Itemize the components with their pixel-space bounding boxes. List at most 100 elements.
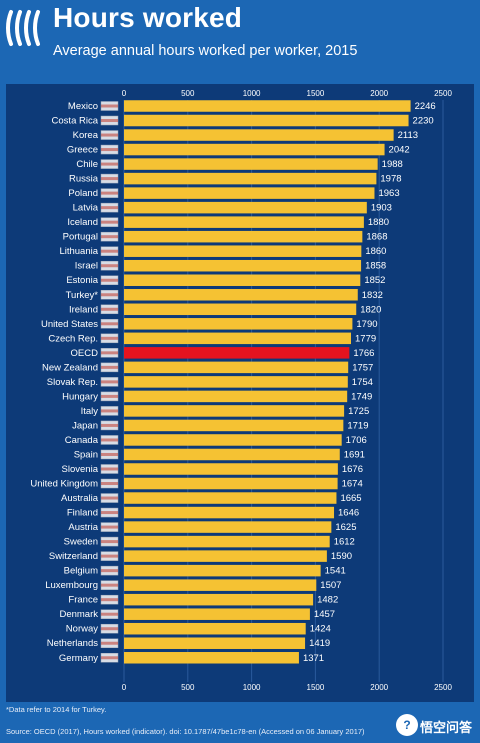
category-label: Costa Rica — [52, 116, 99, 127]
category-label: New Zealand — [42, 362, 98, 373]
category-label: Chile — [76, 159, 98, 170]
bar — [124, 492, 337, 504]
flag-stripe — [101, 191, 118, 195]
bar — [124, 579, 317, 591]
x-tick-label-bottom: 1000 — [243, 683, 261, 692]
bar — [124, 158, 378, 170]
value-label: 1963 — [378, 188, 399, 199]
flag-stripe — [101, 278, 118, 282]
value-label: 1507 — [320, 580, 341, 591]
value-label: 2113 — [398, 130, 418, 141]
bar — [124, 506, 335, 519]
bar — [124, 550, 327, 562]
value-label: 1988 — [382, 159, 403, 170]
flag-stripe — [101, 249, 118, 253]
bar — [124, 303, 357, 316]
value-label: 1541 — [325, 566, 346, 577]
x-tick-label-top: 2000 — [370, 89, 388, 98]
category-label: Germany — [59, 653, 98, 664]
bar-chart: 0 0 500 500 1000 1000 1500 1500 2000 2000 2500 2500… — [6, 84, 474, 702]
category-label: Sweden — [64, 537, 98, 548]
flag-stripe — [101, 322, 118, 326]
x-tick-label-top: 1000 — [243, 89, 261, 98]
x-tick-label-bottom: 2500 — [434, 683, 452, 692]
category-label: Italy — [81, 406, 99, 417]
bar — [124, 216, 364, 228]
watermark-text: 悟空问答 — [420, 720, 473, 735]
watermark: ? 悟空问答 — [396, 712, 476, 738]
category-label: Austria — [68, 522, 98, 533]
flag-stripe — [101, 307, 118, 311]
value-label: 1820 — [360, 304, 381, 315]
flag-stripe — [101, 394, 118, 398]
value-label: 1482 — [317, 595, 338, 606]
flag-stripe — [101, 554, 118, 558]
flag-stripe — [101, 220, 118, 224]
value-label: 1590 — [331, 551, 352, 562]
bar — [124, 230, 363, 243]
flag-stripe — [101, 235, 118, 239]
value-label: 1676 — [342, 464, 363, 475]
bar — [124, 608, 310, 620]
value-label: 1424 — [310, 624, 331, 635]
value-label: 1457 — [314, 609, 335, 620]
value-label: 1612 — [334, 537, 355, 548]
flag-stripe — [101, 482, 118, 486]
category-label: Japan — [72, 420, 98, 431]
category-label: United Kingdom — [30, 479, 98, 490]
bar — [124, 332, 352, 345]
bar — [124, 521, 332, 533]
category-label: Israel — [75, 261, 98, 272]
category-label: Spain — [74, 449, 98, 460]
category-label: Russia — [69, 174, 99, 185]
value-label: 1371 — [303, 653, 324, 664]
bar — [124, 477, 338, 490]
flag-stripe — [101, 177, 118, 181]
bar — [124, 201, 367, 214]
value-label: 1706 — [346, 435, 367, 446]
x-tick-label-top: 1500 — [307, 89, 325, 98]
category-label: Norway — [66, 624, 98, 635]
flag-stripe — [101, 423, 118, 427]
value-label: 1832 — [362, 290, 383, 301]
flag-stripe — [101, 162, 118, 166]
category-label: Finland — [67, 508, 98, 519]
oecd-logo-icon — [6, 8, 42, 48]
flag-stripe — [101, 569, 118, 573]
bar — [124, 652, 299, 664]
category-label: Canada — [65, 435, 99, 446]
flag-stripe — [101, 365, 118, 369]
bar — [124, 535, 330, 548]
bar — [124, 100, 411, 112]
category-label: Mexico — [68, 101, 98, 112]
bar — [124, 361, 349, 374]
flag-stripe — [101, 264, 118, 268]
category-label: Estonia — [66, 275, 98, 286]
x-tick-label-bottom: 2000 — [370, 683, 388, 692]
bar — [124, 289, 358, 301]
category-label: Czech Rep. — [48, 333, 98, 344]
category-label: Luxembourg — [45, 580, 98, 591]
flag-stripe — [101, 438, 118, 442]
chart-subtitle: Average annual hours worked per worker, … — [53, 43, 358, 59]
flag-stripe — [101, 206, 118, 210]
flag-stripe — [101, 293, 118, 297]
flag-stripe — [101, 496, 118, 500]
bar — [124, 434, 342, 446]
category-label: France — [68, 595, 98, 606]
bar — [124, 187, 375, 199]
bar — [124, 376, 348, 388]
value-label: 1858 — [365, 261, 386, 272]
value-label: 1868 — [366, 232, 387, 243]
category-label: Turkey* — [66, 290, 99, 301]
x-tick-label-top: 0 — [122, 89, 127, 98]
value-label: 1419 — [309, 638, 330, 649]
value-label: 2042 — [389, 145, 410, 156]
category-label: Denmark — [59, 609, 98, 620]
bar — [124, 274, 361, 286]
bar — [124, 318, 353, 330]
category-label: OECD — [71, 348, 99, 359]
chart-title: Hours worked — [53, 2, 243, 33]
flag-stripe — [101, 583, 118, 587]
flag-stripe — [101, 104, 118, 108]
